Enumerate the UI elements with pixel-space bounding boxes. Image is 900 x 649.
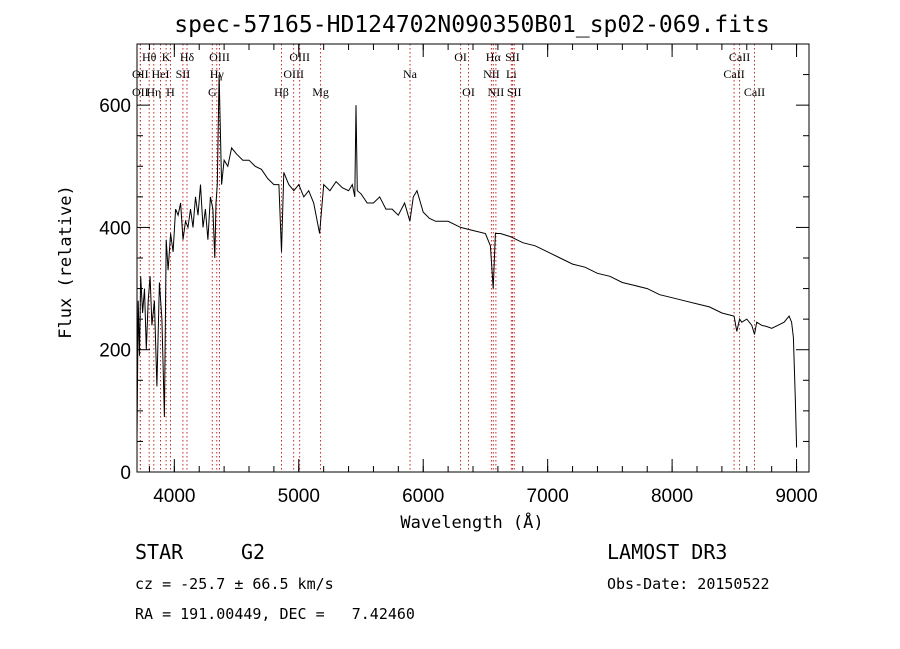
spectral-line-label: OII xyxy=(132,67,149,81)
spectral-line-label: OIII xyxy=(209,50,230,64)
x-tick-label: 9000 xyxy=(775,486,817,507)
spectral-subclass: G2 xyxy=(241,540,265,564)
spectral-line-label: CaII xyxy=(729,50,750,64)
redshift-readout: cz = -25.7 ± 66.5 km/s xyxy=(135,575,334,593)
plot-frame xyxy=(136,43,810,473)
spectral-line-label: Mg xyxy=(312,85,329,99)
survey-name: LAMOST DR3 xyxy=(607,540,727,564)
spectral-line-label: OI xyxy=(454,50,467,64)
spectral-line-label: OIII xyxy=(283,67,304,81)
spectral-line-label: OII xyxy=(132,85,149,99)
spectral-line-label: NII xyxy=(488,85,505,99)
spectral-line-label: K xyxy=(162,50,171,64)
y-tick-label: 0 xyxy=(120,463,131,484)
y-tick-label: 600 xyxy=(99,96,131,117)
x-tick-label: 8000 xyxy=(651,486,693,507)
coordinates-readout: RA = 191.00449, DEC = 7.42460 xyxy=(135,605,415,623)
x-tick-label: 6000 xyxy=(402,486,444,507)
spectral-line-label: Hδ xyxy=(180,50,195,64)
spectral-line-label: Na xyxy=(403,67,418,81)
y-axis-ticks: 0 200 400 600 xyxy=(99,74,809,484)
spectral-line-label: HeI xyxy=(152,67,170,81)
chart-title: spec-57165-HD124702N090350B01_sp02-069.f… xyxy=(174,12,769,38)
spectral-line-label: SII xyxy=(507,85,522,99)
x-axis-ticks: 4000 5000 6000 7000 8000 9000 xyxy=(148,44,818,507)
y-tick-label: 400 xyxy=(99,218,131,239)
spectral-line-markers xyxy=(139,44,755,472)
spectral-line-label: G xyxy=(208,85,217,99)
x-tick-label: 5000 xyxy=(278,486,320,507)
x-axis-label: Wavelength (Å) xyxy=(400,511,543,533)
spectral-line-label: CaII xyxy=(744,85,765,99)
info-panel: STAR G2 LAMOST DR3 cz = -25.7 ± 66.5 km/… xyxy=(135,540,770,623)
x-tick-label: 4000 xyxy=(153,486,195,507)
observation-date: Obs-Date: 20150522 xyxy=(607,575,770,593)
spectral-line-label: Hθ xyxy=(142,50,157,64)
spectral-line-label: SII xyxy=(505,50,520,64)
object-class: STAR xyxy=(135,540,184,564)
x-tick-label: 7000 xyxy=(527,486,569,507)
spectral-line-label: SII xyxy=(176,67,191,81)
spectral-line-label: Hα xyxy=(486,50,502,64)
spectral-line-label: H xyxy=(166,85,175,99)
spectral-line-label: OI xyxy=(462,85,475,99)
spectral-line-label: OIII xyxy=(289,50,310,64)
spectral-line-label: NII xyxy=(483,67,500,81)
spectral-line-label: Hη xyxy=(146,85,161,99)
spectrum-series-line xyxy=(136,74,798,448)
spectral-line-label: Li xyxy=(506,67,517,81)
y-axis-label: Flux (relative) xyxy=(56,185,76,339)
spectral-line-label: CaII xyxy=(723,67,744,81)
spectral-line-label: Hγ xyxy=(210,67,225,81)
y-tick-label: 200 xyxy=(99,341,131,362)
spectral-line-label: Hβ xyxy=(274,85,289,99)
